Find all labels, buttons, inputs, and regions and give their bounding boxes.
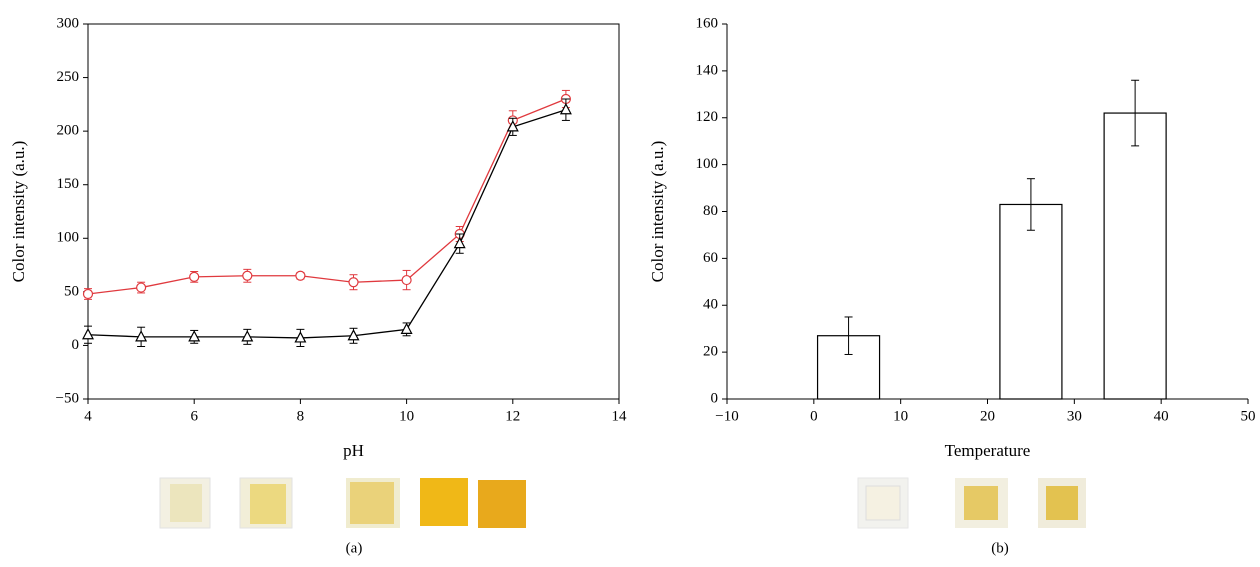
- swatch: [865, 485, 901, 521]
- x-tick-label: 12: [505, 408, 520, 424]
- swatch: [170, 484, 202, 522]
- swatch: [250, 484, 286, 524]
- x-tick-label: 30: [1067, 408, 1082, 424]
- swatch: [420, 478, 468, 526]
- y-tick-label: 100: [57, 230, 80, 246]
- marker: [136, 282, 147, 293]
- panel: −50 0 50 100 150 200 250 300 4 6 8 10 12 14 pH Color in…: [9, 15, 627, 556]
- x-tick-label: 6: [190, 408, 198, 424]
- marker: [506, 120, 519, 132]
- panel: 0 20 40 60 80 100 120 140 160 −10 0 10 20 30 40 50 Tempe…: [648, 15, 1256, 556]
- swatches-a: [159, 477, 526, 529]
- series-line: [87, 109, 567, 339]
- x-axis-title: Temperature: [945, 441, 1031, 460]
- error-bar: [1131, 79, 1140, 147]
- marker: [348, 277, 359, 288]
- error-bar: [844, 316, 853, 355]
- swatches-b: [857, 477, 1086, 529]
- y-axis-title: Color intensity (a.u.): [648, 141, 667, 283]
- marker: [82, 327, 94, 340]
- x-tick-label: 40: [1154, 408, 1169, 424]
- y-tick-label: 300: [57, 15, 80, 31]
- y-tick-label: 100: [696, 156, 719, 172]
- swatch: [350, 482, 394, 524]
- y-tick-label: 120: [696, 109, 719, 125]
- x-tick-label: 0: [810, 408, 818, 424]
- marker: [295, 270, 306, 281]
- y-tick-label: 20: [703, 344, 718, 360]
- x-tick-label: −10: [715, 408, 738, 424]
- y-tick-label: 60: [703, 250, 718, 266]
- marker: [400, 322, 413, 334]
- y-tick-label: 250: [57, 69, 80, 85]
- marker: [189, 271, 200, 282]
- marker: [347, 328, 360, 341]
- bar: [1103, 112, 1167, 400]
- marker: [82, 288, 94, 300]
- x-tick-label: 4: [84, 408, 92, 424]
- x-tick-label: 50: [1241, 408, 1256, 424]
- y-tick-label: 200: [57, 123, 80, 139]
- swatch: [478, 480, 526, 528]
- marker: [294, 331, 307, 343]
- caption: (b): [991, 540, 1009, 556]
- marker: [188, 330, 201, 342]
- x-axis-title: pH: [343, 441, 364, 460]
- error-bar: [1026, 178, 1035, 231]
- swatch: [964, 486, 998, 520]
- x-tick-label: 10: [893, 408, 908, 424]
- y-tick-label: −50: [56, 390, 79, 406]
- marker: [401, 274, 412, 286]
- y-tick-label: 150: [57, 176, 80, 192]
- x-tick-label: 8: [297, 408, 305, 424]
- bar: [999, 203, 1063, 400]
- x-tick-label: 20: [980, 408, 995, 424]
- marker: [242, 270, 253, 281]
- y-tick-label: 80: [703, 203, 718, 219]
- y-tick-label: 0: [711, 390, 719, 406]
- x-tick-label: 14: [612, 408, 628, 424]
- x-tick-label: 10: [399, 408, 414, 424]
- y-tick-label: 40: [703, 297, 718, 313]
- y-tick-label: 50: [64, 283, 79, 299]
- marker: [135, 330, 148, 342]
- marker: [241, 330, 254, 342]
- marker: [559, 102, 572, 115]
- y-tick-label: 140: [696, 62, 719, 78]
- y-axis-title: Color intensity (a.u.): [9, 141, 28, 283]
- series-line: [87, 98, 567, 295]
- y-tick-label: 0: [72, 337, 80, 353]
- caption: (a): [346, 540, 363, 556]
- plot-frame: [87, 23, 620, 400]
- y-tick-label: 160: [696, 15, 719, 31]
- marker: [453, 236, 466, 249]
- swatch: [1046, 486, 1078, 520]
